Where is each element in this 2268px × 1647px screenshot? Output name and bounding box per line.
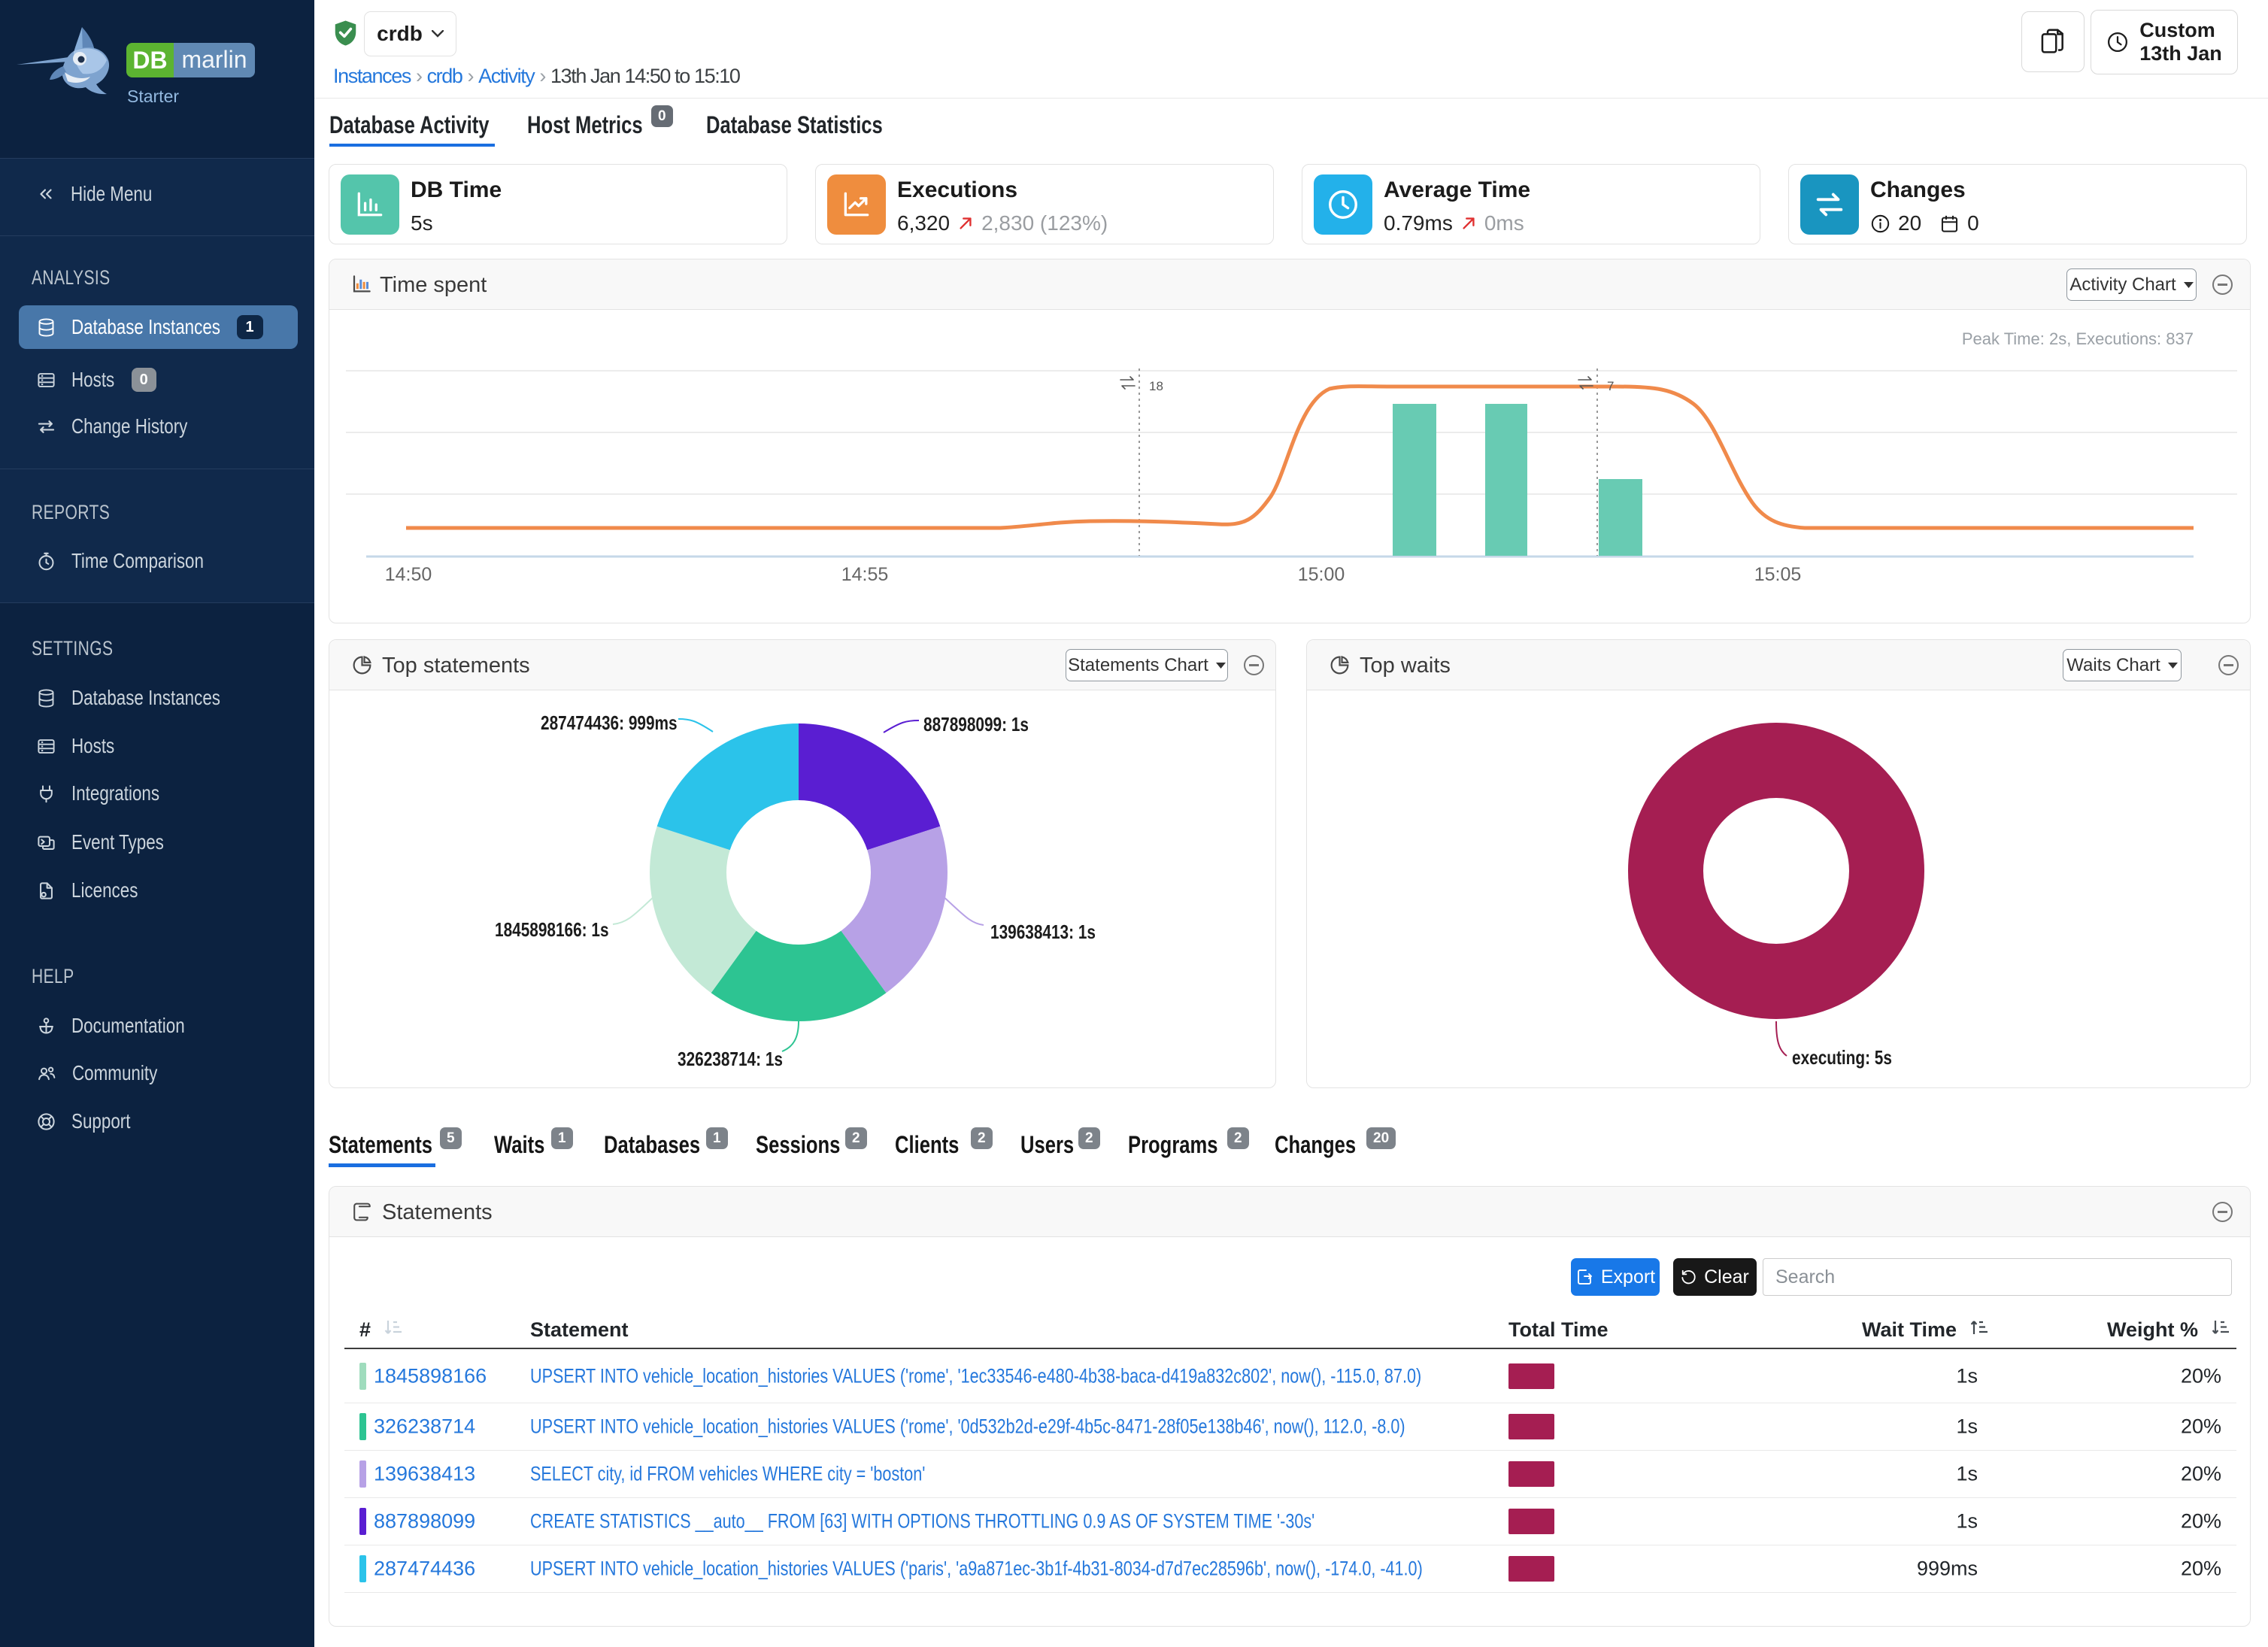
svg-text:14:50: 14:50 <box>385 564 432 585</box>
svg-text:14:55: 14:55 <box>841 564 889 585</box>
svg-text:15:00: 15:00 <box>1298 564 1345 585</box>
svg-text:15:05: 15:05 <box>1754 564 1802 585</box>
svg-text:Peak Time: 2s, Executions: 837: Peak Time: 2s, Executions: 837 <box>1962 329 2194 348</box>
svg-text:7: 7 <box>1607 379 1614 393</box>
svg-text:18: 18 <box>1149 379 1163 393</box>
